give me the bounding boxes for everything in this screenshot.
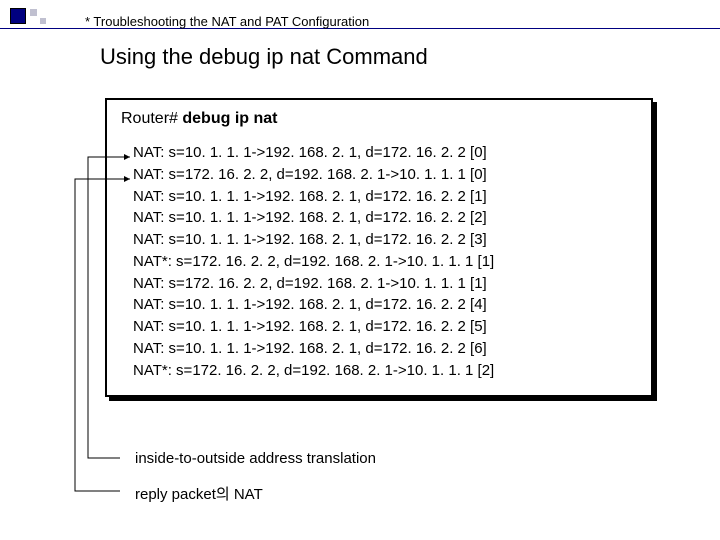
bullet-primary-icon (10, 8, 26, 24)
output-line: NAT: s=172. 16. 2. 2, d=192. 168. 2. 1->… (133, 273, 637, 295)
terminal-prompt-prefix: Router# (121, 110, 182, 127)
terminal-output-box: Router# debug ip nat NAT: s=10. 1. 1. 1-… (105, 98, 653, 397)
breadcrumb: * Troubleshooting the NAT and PAT Config… (85, 14, 369, 29)
output-line: NAT: s=10. 1. 1. 1->192. 168. 2. 1, d=17… (133, 186, 637, 208)
slide: * Troubleshooting the NAT and PAT Config… (0, 0, 720, 540)
page-title: Using the debug ip nat Command (100, 44, 428, 70)
output-line: NAT: s=10. 1. 1. 1->192. 168. 2. 1, d=17… (133, 142, 637, 164)
output-line: NAT*: s=172. 16. 2. 2, d=192. 168. 2. 1-… (133, 251, 637, 273)
bullet-secondary-icon (30, 9, 37, 16)
output-line: NAT: s=10. 1. 1. 1->192. 168. 2. 1, d=17… (133, 294, 637, 316)
output-line: NAT: s=10. 1. 1. 1->192. 168. 2. 1, d=17… (133, 207, 637, 229)
caption-reply-packet: reply packet의 NAT (135, 483, 263, 504)
output-line: NAT: s=10. 1. 1. 1->192. 168. 2. 1, d=17… (133, 229, 637, 251)
output-line: NAT: s=10. 1. 1. 1->192. 168. 2. 1, d=17… (133, 338, 637, 360)
terminal-prompt-line: Router# debug ip nat (121, 110, 637, 128)
caption-inside-outside: inside-to-outside address translation (135, 450, 376, 467)
terminal-output-lines: NAT: s=10. 1. 1. 1->192. 168. 2. 1, d=17… (121, 142, 637, 381)
output-line: NAT*: s=172. 16. 2. 2, d=192. 168. 2. 1-… (133, 360, 637, 382)
output-line: NAT: s=10. 1. 1. 1->192. 168. 2. 1, d=17… (133, 316, 637, 338)
output-line: NAT: s=172. 16. 2. 2, d=192. 168. 2. 1->… (133, 164, 637, 186)
terminal-prompt-command: debug ip nat (182, 110, 277, 127)
bullet-tertiary-icon (40, 18, 46, 24)
